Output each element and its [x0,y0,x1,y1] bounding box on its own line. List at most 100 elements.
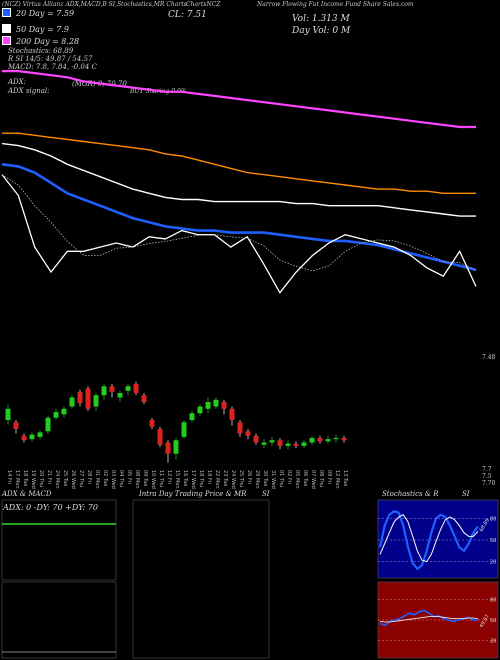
candle-body [237,422,243,434]
si-panel-title: SI [262,490,270,498]
candle-body [277,440,283,446]
stoch-text: Stochastics: 68.89 [8,47,74,55]
date-label: 04 Thu [118,470,124,487]
candle-body [77,391,83,404]
candle-body [133,384,139,393]
date-label: 20 Thu [38,470,44,487]
stoch-k-line [378,509,479,571]
legend-200day-swatch [2,36,11,45]
candle-body [317,438,323,442]
candle-body [117,393,123,398]
candle-axis-2: 7.5 [482,473,492,480]
rsi-lines [378,599,498,641]
candle-body [325,439,331,442]
candle-body [253,435,259,443]
day-volume-value: Day Vol: 0 M [292,26,351,36]
legend-20day-label: 20 Day = 7.59 [16,9,75,18]
macd-panel [1,581,117,659]
candle-body [149,420,155,427]
date-label: 05 Fri [126,470,132,484]
rsi-avg-line [379,616,479,623]
series-line-signal [1,174,477,272]
chart-title: Narrow Flowing Fut Income Fund Share Sal… [257,1,414,8]
rsi-line [379,609,479,627]
intraday-panel [132,499,270,659]
date-label: 26 Fri [246,470,252,484]
adx-signal-text: ADX signal: [8,87,50,95]
intraday-panel-title: Intra Day Trading Price & MR [139,490,247,498]
legend-50day-label: 50 Day = 7.9 [16,25,69,34]
date-label: 18 Tue [22,470,28,487]
candle-body [69,397,75,407]
candle-body [269,440,275,443]
date-label: 30 Tue [262,470,268,487]
date-label: 12 Mon [334,470,340,489]
candle-body [229,408,235,420]
candle-body [141,395,147,402]
legend-200day: 200 Day = 8.28 [2,36,79,46]
series-line-50-day [1,142,476,217]
rsi-axis-label: 80 [490,598,496,604]
candle-body [285,443,291,446]
date-label: 26 Wed [70,470,76,489]
date-label: 10 Wed [150,470,156,489]
candle-body [37,432,43,437]
candle-body [93,395,99,407]
candle-axis-3: 7.70 [482,480,496,487]
candle-body [45,417,51,432]
ticker-right: ChartsNCZ [186,1,221,8]
candle-body [333,438,339,440]
adx-panel-title: ADX & MACD [2,490,52,498]
date-label: 16 Tue [182,470,188,487]
date-label: 21 Fri [46,470,52,484]
stoch-axis-label: 80 [490,516,496,522]
date-label: 08 Thu [318,470,324,487]
date-label: 15 Mon [174,470,180,489]
date-label: 09 Tue [142,470,148,487]
candle-body [205,402,211,409]
date-label: 17 Wed [190,470,196,489]
legend-200day-label: 200 Day = 8.28 [16,37,80,46]
candle-body [221,402,227,409]
date-label: 27 Thu [78,470,84,487]
date-label: 29 Mon [254,470,260,489]
stoch-panel-title: Stochastics & R [382,490,439,498]
date-label: 08 Mon [134,470,140,489]
date-axis: 14 Fri 17 Mon 18 Tue 19 Wed 20 Thu 21 Fri 24 M… [6,470,348,489]
candle-body [85,388,91,409]
series-line-200-day [2,69,476,129]
candle-body [181,422,187,437]
candle-body [261,442,267,445]
date-label: 01 Thu [278,470,284,487]
ticker-line: (NCZ) Virtus Allianz ADX,MACD,B SI,Stoch… [2,1,187,8]
date-label: 02 Tue [102,470,108,487]
macd-text: MACD: 7.8, 7.84, -0.04 C [8,63,97,71]
candle-body [13,422,19,429]
candle-body [245,431,251,436]
date-label: 25 Tue [62,470,68,487]
candle-body [29,434,35,440]
stoch-axis-label: 50 [490,538,496,544]
rsi-text: R SI 14/5: 49.87 / 54.57 [8,55,93,63]
stoch-si-title: SI [462,490,470,498]
candle-body [5,408,11,420]
date-label: 01 Mon [94,470,100,489]
candle-body [125,386,131,391]
candle-body [301,442,307,446]
series-line-orange [2,132,476,195]
date-label: 11 Thu [158,470,164,487]
candle-body [101,386,107,396]
date-label: 17 Mon [14,470,20,489]
candle-body [21,435,27,441]
date-label: 02 Fri [286,470,292,484]
candle-body [173,440,179,454]
series-line-20-day [1,163,477,272]
legend-20day: 20 Day = 7.59 [2,8,74,18]
volume-value: Vol: 1.313 M [292,14,350,24]
candle-body [109,386,115,392]
moving-average-lines [1,69,477,294]
candle-body [309,438,315,443]
date-label: 19 Wed [30,470,36,489]
stochastics-lines [378,509,498,571]
